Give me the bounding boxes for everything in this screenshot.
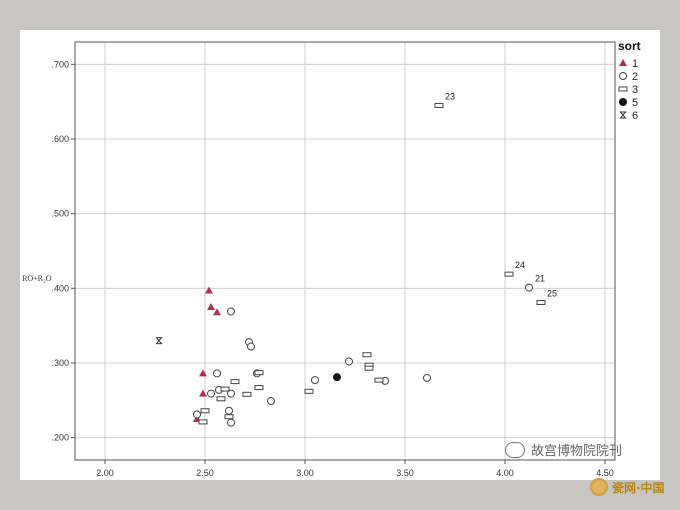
legend-swatch xyxy=(619,98,627,106)
data-point xyxy=(254,370,264,376)
grid xyxy=(75,42,615,460)
wechat-icon xyxy=(505,441,525,458)
logo-seal-icon xyxy=(590,478,608,496)
legend-entry: 2 xyxy=(632,71,638,83)
legend-swatch xyxy=(619,111,627,119)
data-point xyxy=(224,414,234,420)
legend-swatch xyxy=(619,59,627,66)
legend-swatch xyxy=(619,72,627,80)
x-tick-label: 2.00 xyxy=(96,468,114,478)
legend-entry: 6 xyxy=(632,110,638,122)
watermark: 故宫博物院院刊 xyxy=(505,440,622,459)
legend-entry: 1 xyxy=(632,58,638,70)
logo-text: 瓷网·中国 xyxy=(612,480,665,495)
legend-entry: 3 xyxy=(632,84,638,96)
point-label: 24 xyxy=(515,260,525,270)
data-point xyxy=(345,357,353,366)
data-point xyxy=(200,408,210,414)
data-point xyxy=(155,337,163,345)
data-point xyxy=(213,308,221,316)
data-point xyxy=(220,386,230,392)
data-point xyxy=(205,286,213,294)
data-point xyxy=(374,377,384,383)
legend-title: sort xyxy=(618,39,641,53)
data-point xyxy=(525,283,533,292)
x-tick-label: 2.50 xyxy=(196,468,214,478)
x-tick-label: 3.50 xyxy=(396,468,414,478)
data-point xyxy=(504,271,514,277)
series-6 xyxy=(155,337,163,345)
data-point xyxy=(198,419,208,425)
data-point xyxy=(216,396,226,402)
data-point xyxy=(227,418,235,427)
data-point xyxy=(230,379,240,385)
data-point xyxy=(213,369,221,378)
watermark-text: 故宫博物院院刊 xyxy=(531,444,623,459)
series-5 xyxy=(333,373,341,382)
data-point xyxy=(364,365,374,371)
y-tick-label: .700 xyxy=(51,59,69,69)
data-point xyxy=(199,389,207,397)
data-point xyxy=(207,302,215,310)
data-point xyxy=(362,352,372,358)
y-tick-label: .400 xyxy=(51,283,69,293)
axes: 2.00 2.50 3.00 3.50 4.00 4.50 .200 .300 .400 .500… xyxy=(22,41,616,478)
data-point xyxy=(227,307,235,316)
data-point xyxy=(254,385,264,391)
scatter-chart: 2.00 2.50 3.00 3.50 4.00 4.50 .200 .300 .400 .500… xyxy=(22,39,641,478)
series-3 xyxy=(198,102,546,425)
data-point xyxy=(207,389,215,398)
data-points xyxy=(155,102,546,427)
data-point xyxy=(304,388,314,394)
chart-card: 2.00 2.50 3.00 3.50 4.00 4.50 .200 .300 .400 .500… xyxy=(20,30,660,480)
data-point xyxy=(242,391,252,397)
x-tick-label: 4.50 xyxy=(596,468,614,478)
data-point xyxy=(247,342,255,351)
data-point xyxy=(311,376,319,385)
data-point xyxy=(333,373,341,382)
data-point xyxy=(199,369,207,377)
x-tick-label: 3.00 xyxy=(296,468,314,478)
point-label: 25 xyxy=(547,289,557,299)
site-logo: 瓷网·中国 xyxy=(590,478,665,496)
data-point xyxy=(423,373,431,382)
point-label: 21 xyxy=(535,274,545,284)
y-axis-label: RO+R₂O xyxy=(22,274,52,283)
data-point xyxy=(434,102,444,108)
legend-swatch xyxy=(618,86,628,92)
y-tick-label: .200 xyxy=(51,433,69,443)
data-point xyxy=(193,410,201,419)
data-point xyxy=(267,397,275,406)
y-tick-label: .300 xyxy=(51,358,69,368)
series-1 xyxy=(193,286,221,422)
y-tick-label: .600 xyxy=(51,134,69,144)
point-label: 23 xyxy=(445,91,455,101)
data-point xyxy=(227,389,235,398)
data-point xyxy=(536,300,546,306)
legend-entry: 5 xyxy=(632,97,638,109)
y-tick-label: .500 xyxy=(51,209,69,219)
data-point xyxy=(225,406,233,415)
plot-frame xyxy=(74,41,616,461)
x-tick-label: 4.00 xyxy=(496,468,514,478)
point-labels: 21 23 24 25 xyxy=(445,91,557,298)
